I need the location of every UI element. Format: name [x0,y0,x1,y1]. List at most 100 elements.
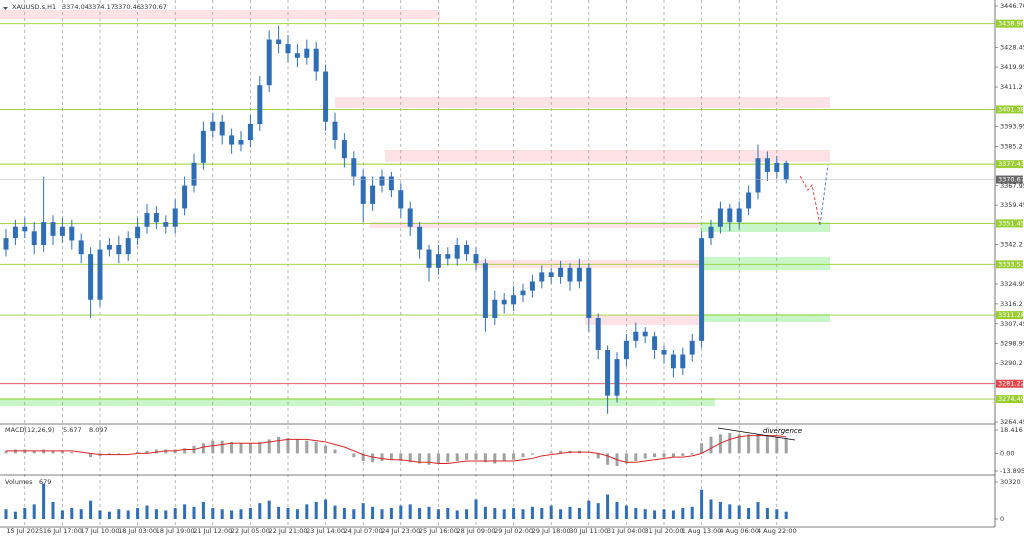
volume-bar [737,505,741,519]
volume-bar [568,506,572,519]
volume-bar [154,509,158,519]
candle-body [586,267,592,319]
macd-bar [70,452,74,454]
macd-bar [239,443,243,454]
candle-body [661,349,667,355]
macd-bar [352,453,356,458]
macd-bar [408,453,412,463]
y-tick-label: 3385.2 [1000,142,1023,150]
candle-body [191,162,197,186]
candle-body [680,354,686,369]
macd-bar [13,449,17,454]
header-value: 3374.04 [62,3,89,11]
candle-body [294,53,300,58]
candle-body [464,244,470,255]
candle-body [614,359,620,396]
candle-body [370,185,376,204]
volume-bar [540,508,544,519]
candle-body [116,244,122,255]
macd-bar [164,449,168,454]
y-tick-label: 3324.95 [1000,280,1024,288]
candle-body [435,254,441,268]
macd-bar [718,434,722,454]
volume-bar [145,505,149,519]
macd-bar [502,453,506,461]
macd-bar [427,453,431,465]
volume-bar [286,508,290,519]
menu-icon[interactable] [3,7,8,10]
candle-body [219,121,225,136]
macd-bar [51,450,55,454]
volume-bar [136,508,140,519]
y-tick-label: 3359.45 [1000,201,1024,209]
volume-bar [192,506,196,519]
y-tick-label: 3290.2 [1000,359,1023,367]
header-value: 5.677 [63,426,82,434]
volume-bar [107,511,111,519]
candle-body [558,267,564,277]
header-value: 3370.46 [114,3,141,11]
candle-body [12,226,18,239]
macd-bar [267,439,271,454]
macd-bar [690,453,694,455]
header-value: 8.097 [89,426,108,434]
candle-body [736,208,742,223]
volume-bar [79,509,83,519]
volume-bar [756,501,760,519]
volume-bar [211,508,215,519]
volume-bar [624,505,628,519]
macd-bar [606,453,610,465]
level-label-box [996,395,1023,404]
macd-bar [512,453,516,460]
volume-bar [671,510,675,519]
level-label-box [996,19,1023,28]
volume-bar [164,510,168,519]
macd-bar [671,453,675,458]
x-tick-label: 1 Aug 13:00 [682,527,722,535]
macd-bar [521,453,525,458]
candle-body [548,272,554,277]
volume-bar [455,510,459,519]
macd-bar [324,445,328,454]
candle-body [313,48,319,72]
candle-body [755,158,761,193]
header-value: 3374.17 [88,3,115,11]
x-tick-label: 22 Jul 05:00 [231,527,270,535]
candle-body [351,158,357,177]
macd-bar [89,453,93,458]
volume-bar [305,504,309,519]
candle-body [22,226,28,232]
level-label: 3401.38 [998,105,1024,113]
macd-bar [154,449,158,454]
level-label-box [996,219,1023,228]
macd-bar [117,453,121,455]
macd-bar [295,439,299,454]
candle-body [746,192,752,209]
y-tick-label: -13.895 [1000,467,1024,475]
volume-bar [718,501,722,519]
volume-bar [577,508,581,519]
forecast-up [819,164,829,226]
candle-body [106,244,112,250]
candle-body [445,254,451,259]
volume-bar [201,501,205,519]
candle-body [163,222,169,227]
zones [0,10,830,406]
level-label: 3274.49 [998,395,1024,403]
volume-bar [399,505,403,519]
x-tick-label: 24 Jul 23:00 [381,527,420,535]
candle-body [135,226,141,239]
macd-bar [399,453,403,461]
candle-body [670,354,676,369]
candle-body [501,299,507,305]
x-tick-label: 29 Jul 02:00 [494,527,533,535]
y-tick-label: 3428.45 [1000,44,1024,52]
x-tick-label: 25 Jul 16:00 [419,527,458,535]
candle-body [200,130,206,163]
volume-bar [700,489,704,519]
candle-body [454,244,460,259]
candle-body [652,336,658,350]
level-label: 3333.53 [998,260,1024,268]
macd-bar [765,435,769,454]
y-tick-label: 0 [1000,515,1004,523]
